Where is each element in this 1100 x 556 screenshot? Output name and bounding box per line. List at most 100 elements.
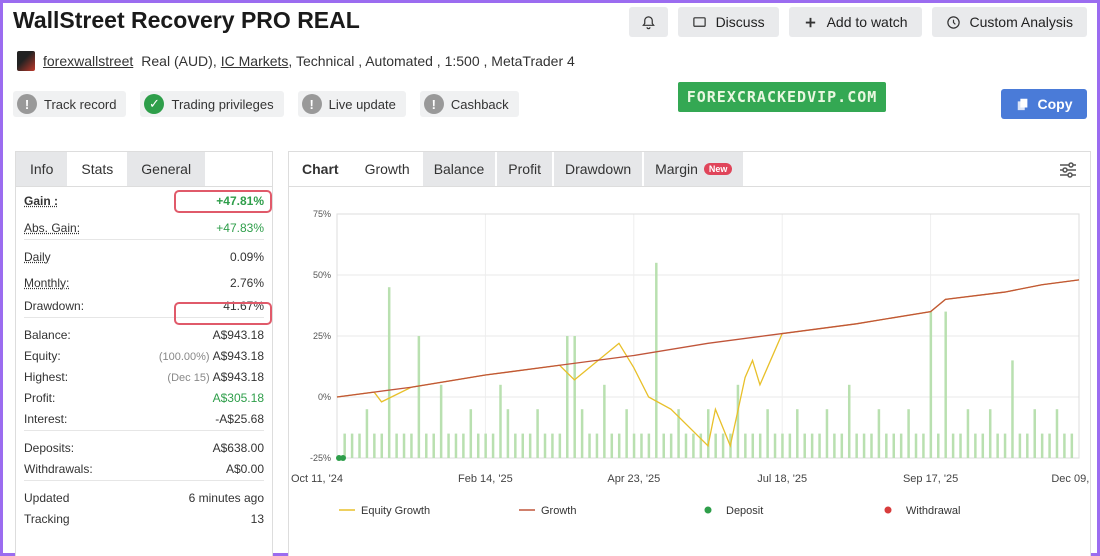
trade-bar (469, 409, 473, 458)
trade-bar (1048, 433, 1051, 458)
trade-bar (833, 433, 836, 458)
trade-bar (543, 433, 547, 458)
drawdown-label: Drawdown: (24, 299, 85, 313)
trade-bar (603, 384, 606, 458)
stats-tabs: Info Stats General (16, 152, 272, 187)
tab-growth[interactable]: Growth (353, 152, 421, 186)
trade-bar (892, 433, 895, 458)
tab-margin[interactable]: Margin New (644, 152, 744, 186)
tab-stats[interactable]: Stats (67, 152, 128, 186)
tab-balance[interactable]: Balance (422, 152, 496, 186)
check-icon: ✓ (144, 94, 165, 114)
legend-label: Deposit (726, 505, 763, 517)
exclamation-icon: ! (17, 94, 37, 114)
add-to-watch-button[interactable]: Add to watch (788, 7, 922, 37)
trade-bar (662, 433, 665, 458)
stats-panel: Info Stats General Gain : +47.81% Abs. Ga… (15, 151, 273, 556)
trade-bar (343, 433, 346, 458)
trade-bar (781, 433, 784, 458)
gain-label: Gain : (24, 194, 59, 208)
tab-general[interactable]: General (127, 152, 206, 186)
trade-bar (358, 433, 361, 458)
broker-link[interactable]: IC Markets (220, 53, 289, 69)
trade-bar (380, 433, 384, 458)
legend-label: Withdrawal (906, 505, 960, 517)
tab-info[interactable]: Info (16, 152, 68, 186)
exclamation-icon: ! (301, 94, 322, 114)
trade-bar (669, 433, 673, 458)
y-tick-label: 0% (318, 392, 331, 402)
trade-bar (476, 433, 480, 458)
trade-bar (966, 409, 970, 458)
copy-button[interactable]: Copy (1001, 89, 1087, 119)
badge-label: Trading privileges (171, 96, 274, 112)
trade-bar (551, 433, 554, 458)
settings-sliders-icon[interactable] (1058, 160, 1078, 180)
watermark-banner: FOREXCRACKEDVIP.COM (678, 82, 886, 112)
badge-trading-privileges[interactable]: ✓ Trading privileges (140, 91, 284, 117)
badge-track-record[interactable]: ! Track record (13, 91, 127, 117)
tab-chart[interactable]: Chart (302, 161, 339, 177)
tracking-value: 13 (250, 512, 264, 526)
trade-bar (914, 433, 918, 458)
badge-cashback[interactable]: ! Cashback (419, 91, 519, 117)
trade-bar (462, 433, 465, 458)
trade-bar (625, 409, 628, 458)
trade-bar (922, 433, 925, 458)
discuss-button[interactable]: Discuss (677, 7, 779, 37)
trade-bar (959, 433, 962, 458)
daily-value: 0.09% (229, 250, 264, 264)
trade-bar (558, 433, 562, 458)
trade-bar (699, 433, 703, 458)
trade-bar (506, 409, 510, 458)
tracking-label: Tracking (24, 512, 70, 526)
badge-label: Cashback (450, 96, 509, 112)
deposits-value: A$638.00 (212, 441, 264, 455)
x-tick-label: Apr 23, '25 (607, 473, 660, 485)
trade-bar (996, 433, 999, 458)
tab-profit[interactable]: Profit (497, 152, 552, 186)
trade-bar (387, 287, 391, 458)
trade-bar (536, 409, 539, 458)
copy-icon (1017, 98, 1027, 111)
growth-chart: 75% 50% 25% 0% -25% Oct 11, '24 Feb 14, '25 Apr… (291, 209, 1090, 517)
user-link[interactable]: forexwallstreet (43, 53, 134, 69)
badge-list: ! Track record ✓ Trading privileges ! Li… (13, 91, 519, 117)
trade-bar (595, 433, 599, 458)
trade-bar (855, 433, 858, 458)
custom-analysis-button[interactable]: Custom Analysis (931, 7, 1087, 37)
abs-gain-value: +47.83% (216, 221, 264, 235)
y-tick-label: 50% (313, 270, 331, 280)
trade-bar (1003, 433, 1007, 458)
y-tick-label: 25% (313, 331, 331, 341)
equity-label: Equity: (24, 349, 61, 363)
legend-label: Growth (541, 505, 576, 517)
x-tick-label: Dec 09, '25 (1051, 473, 1090, 485)
notification-button[interactable] (628, 7, 668, 37)
interest-value: -A$25.68 (215, 412, 264, 426)
withdrawals-value: A$0.00 (225, 462, 264, 476)
trade-bar (899, 433, 903, 458)
trade-bar (810, 433, 814, 458)
trade-bar (610, 433, 614, 458)
account-type: Real (AUD), (141, 53, 217, 69)
exclamation-icon: ! (423, 94, 444, 114)
watch-label: Add to watch (826, 14, 908, 30)
trade-bar (981, 433, 985, 458)
trade-bar (588, 433, 591, 458)
trade-bar (721, 433, 725, 458)
trade-bar (395, 433, 398, 458)
updated-label: Updated (24, 491, 70, 505)
trade-bar (937, 433, 940, 458)
trade-bar (1011, 360, 1014, 458)
balance-label: Balance: (24, 328, 71, 342)
account-info: forexwallstreet Real (AUD), IC Markets, … (17, 51, 575, 71)
profit-label: Profit: (24, 391, 56, 405)
interest-label: Interest: (24, 412, 68, 426)
badge-live-update[interactable]: ! Live update (297, 91, 406, 117)
trade-bar (566, 336, 569, 458)
tab-drawdown[interactable]: Drawdown (553, 152, 643, 186)
x-tick-label: Sep 17, '25 (903, 473, 958, 485)
withdrawals-label: Withdrawals: (24, 462, 93, 476)
trade-bar (862, 433, 866, 458)
